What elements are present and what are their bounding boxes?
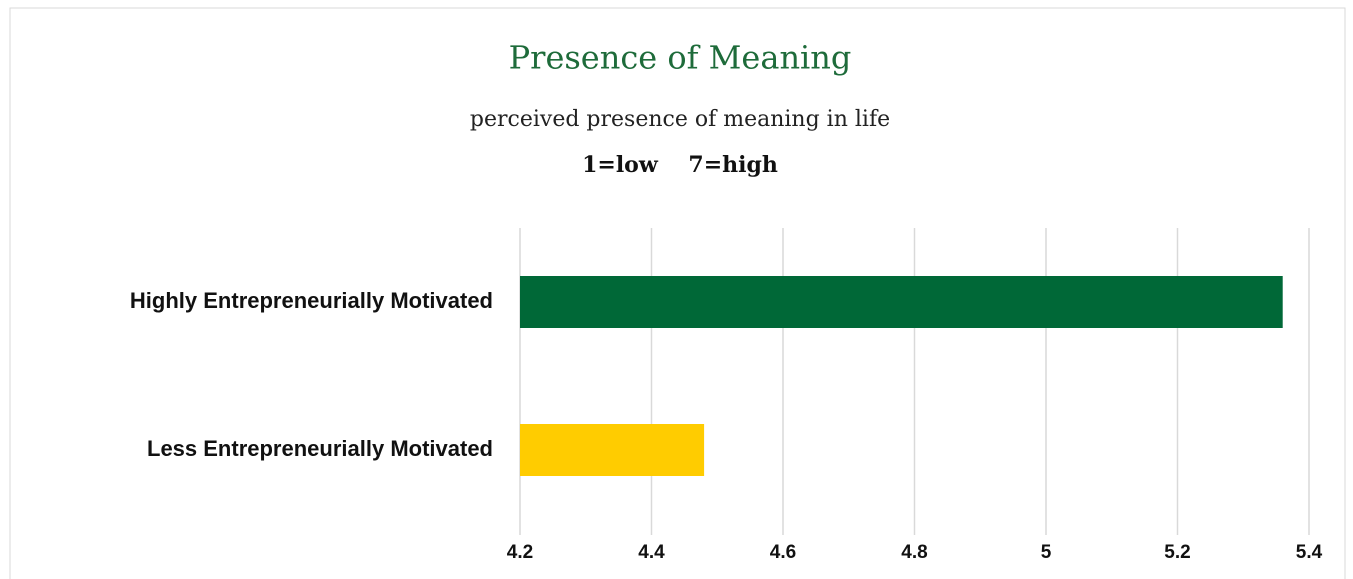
bar	[520, 276, 1283, 328]
bar	[520, 424, 705, 476]
y-tick-label: Highly Entrepreneurially Motivated	[130, 288, 493, 313]
scale-note: 1=low 7=high	[582, 152, 778, 178]
x-tick-label: 4.6	[770, 542, 796, 563]
chart-subtitle: perceived presence of meaning in life	[470, 107, 890, 132]
x-tick-label: 5	[1041, 542, 1052, 563]
y-tick-label: Less Entrepreneurially Motivated	[147, 436, 493, 461]
x-tick-label: 4.8	[901, 542, 927, 563]
chart-title: Presence of Meaning	[509, 39, 852, 77]
x-tick-label: 4.4	[638, 542, 665, 563]
x-tick-label: 5.4	[1296, 542, 1323, 563]
x-tick-label: 5.2	[1164, 542, 1190, 563]
x-tick-label: 4.2	[507, 542, 533, 563]
